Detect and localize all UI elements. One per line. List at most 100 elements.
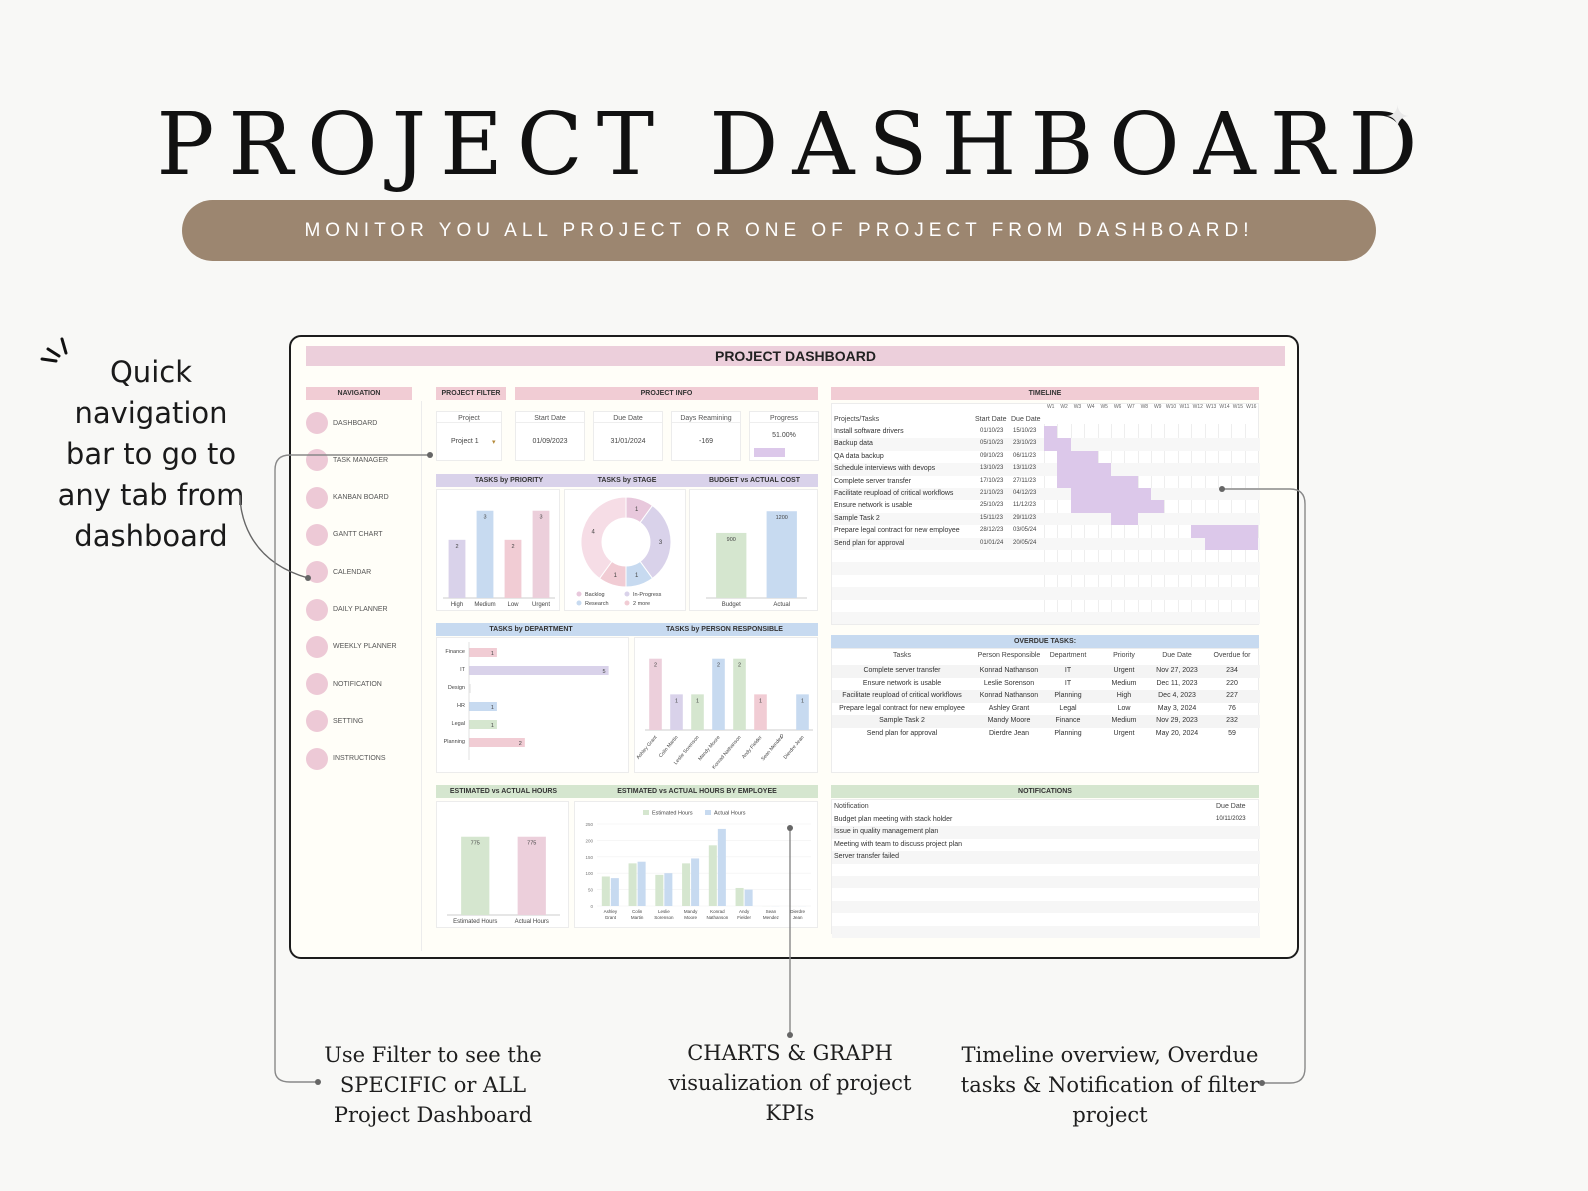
nav-item-daily-planner[interactable]: DAILY PLANNER <box>306 596 416 624</box>
priority-chart-title: TASKS by PRIORITY <box>474 477 544 484</box>
nav-item-kanban-board[interactable]: KANBAN BOARD <box>306 484 416 512</box>
legend-swatch <box>624 591 630 597</box>
bar <box>670 694 683 730</box>
timeline-task: Backup data <box>834 440 873 448</box>
category-tick-label: IT <box>460 667 466 673</box>
category-tick-label: Actual Hours <box>515 919 549 925</box>
nav-item-label: DASHBOARD <box>333 419 378 427</box>
nav-item-instructions[interactable]: INSTRUCTIONS <box>306 745 416 773</box>
donut-slice <box>580 496 627 580</box>
notification-col-header: Notification <box>834 803 869 810</box>
y-tick-label: 200 <box>585 838 593 843</box>
timeline-start: 25/10/23 <box>980 502 1004 509</box>
slice-data-label: 1 <box>614 573 618 579</box>
notification-text: Issue in quality management plan <box>834 828 939 836</box>
overdue-cell: Mandy Moore <box>987 717 1031 725</box>
budget-chart: 900 Budget 1200 Actual <box>689 489 818 611</box>
nav-item-label: SETTING <box>333 717 364 725</box>
overdue-col-header: Person Responsible <box>977 652 1041 659</box>
category-tick-label: High <box>451 602 463 608</box>
gantt-bar <box>1070 488 1151 501</box>
category-tick-label: Design <box>448 685 465 691</box>
bar <box>469 684 471 693</box>
timeline-row-stripe <box>832 612 1260 625</box>
nav-item-weekly-planner[interactable]: WEEKLY PLANNER <box>306 633 416 661</box>
bar <box>655 874 664 906</box>
week-label: W4 <box>1087 404 1095 410</box>
overdue-cell: Medium <box>1111 679 1137 687</box>
bar <box>504 539 522 598</box>
bar-data-label: 775 <box>471 841 480 847</box>
category-tick-label: Konrad <box>710 909 725 914</box>
timeline-due: 23/10/23 <box>1013 440 1037 447</box>
nav-item-dashboard[interactable]: DASHBOARD <box>306 409 416 437</box>
timeline-due: 06/11/23 <box>1013 452 1036 459</box>
category-tick-label: Dierdre <box>790 909 805 914</box>
hero-title: PROJECT DASHBOARD <box>156 95 1432 195</box>
legend-entry: In-Progress <box>633 592 662 598</box>
overdue-cell: 220 <box>1226 679 1238 687</box>
overdue-cell: Finance <box>1055 717 1081 725</box>
project-select[interactable]: Project 1 <box>451 438 479 445</box>
category-tick-label: Nathanson <box>706 915 728 920</box>
bar <box>754 694 767 730</box>
notification-row-stripe <box>832 826 1260 839</box>
gantt-bar <box>1057 463 1111 476</box>
legend-entry: Research <box>585 601 609 607</box>
category-tick-label: Medium <box>474 602 495 608</box>
timeline-task: QA data backup <box>834 452 884 460</box>
bar <box>532 510 550 598</box>
category-tick-label: Actual <box>773 602 790 608</box>
category-tick-label: Low <box>507 602 519 608</box>
bar <box>448 539 466 598</box>
timeline-due: 15/10/23 <box>1013 428 1037 434</box>
nav-item-setting[interactable]: SETTING <box>306 707 416 735</box>
sparkle-icon: ✦ <box>1385 101 1411 134</box>
bar-data-label: 2 <box>717 663 720 669</box>
notification-text: Server transfer failed <box>834 853 899 861</box>
legend-swatch <box>705 810 711 815</box>
timeline-col-task: Projects/Tasks <box>834 416 880 423</box>
category-tick-label: Estimated Hours <box>453 919 497 925</box>
department-chart: Finance 1 IT 5 Design HR 1 Legal 1 Planning 2 <box>436 637 629 773</box>
nav-icon <box>306 412 328 434</box>
overdue-row-stripe <box>832 690 1260 703</box>
overdue-cell: Ashley Grant <box>988 704 1030 712</box>
nav-item-notification[interactable]: NOTIFICATION <box>306 670 416 698</box>
week-label: W1 <box>1046 404 1055 410</box>
nav-icon <box>306 710 328 733</box>
nav-item-task-manager[interactable]: TASK MANAGER <box>306 446 416 474</box>
bar <box>682 863 691 906</box>
employee-hours-chart: Estimated Hours Actual Hours 250 200 150 100 5… <box>574 801 818 928</box>
nav-item-label: KANBAN BOARD <box>333 494 389 502</box>
overdue-cell: Send plan for approval <box>866 730 938 737</box>
category-tick-label: Moore <box>684 915 697 920</box>
nav-item-gantt-chart[interactable]: GANTT CHART <box>306 521 416 549</box>
timeline-col-start: Start Date <box>975 416 1007 423</box>
progress-fill <box>754 448 785 457</box>
dropdown-arrow-icon[interactable]: ▾ <box>492 439 496 446</box>
project-info-header: PROJECT INFO <box>515 387 818 400</box>
week-label: W2 <box>1060 404 1068 410</box>
gantt-bar <box>1204 537 1258 550</box>
y-tick-label: 100 <box>585 871 593 876</box>
timeline-start: 17/10/23 <box>980 477 1004 484</box>
y-tick-label: 250 <box>585 822 593 827</box>
department-chart-title: TASKS by DEPARTMENT <box>489 626 573 633</box>
info-label: Progress <box>750 415 818 423</box>
nav-icon <box>306 598 328 621</box>
bar <box>469 738 525 747</box>
bar-data-label: 1 <box>491 723 494 729</box>
overdue-cell: Planning <box>1054 692 1082 700</box>
bar-data-label: 775 <box>527 841 536 847</box>
week-label: W8 <box>1140 404 1149 410</box>
bar-data-label: 1 <box>759 698 762 704</box>
employee-hours-chart-title: ESTIMATED vs ACTUAL HOURS BY EMPLOYEE <box>617 788 777 795</box>
category-tick-label: Sorenson <box>654 915 674 920</box>
nav-icon <box>306 673 328 696</box>
y-tick-label: 0 <box>590 904 593 909</box>
nav-item-label: GANTT CHART <box>333 531 383 539</box>
week-label: W5 <box>1100 404 1108 410</box>
bar <box>735 887 744 906</box>
nav-item-calendar[interactable]: CALENDAR <box>306 558 416 586</box>
